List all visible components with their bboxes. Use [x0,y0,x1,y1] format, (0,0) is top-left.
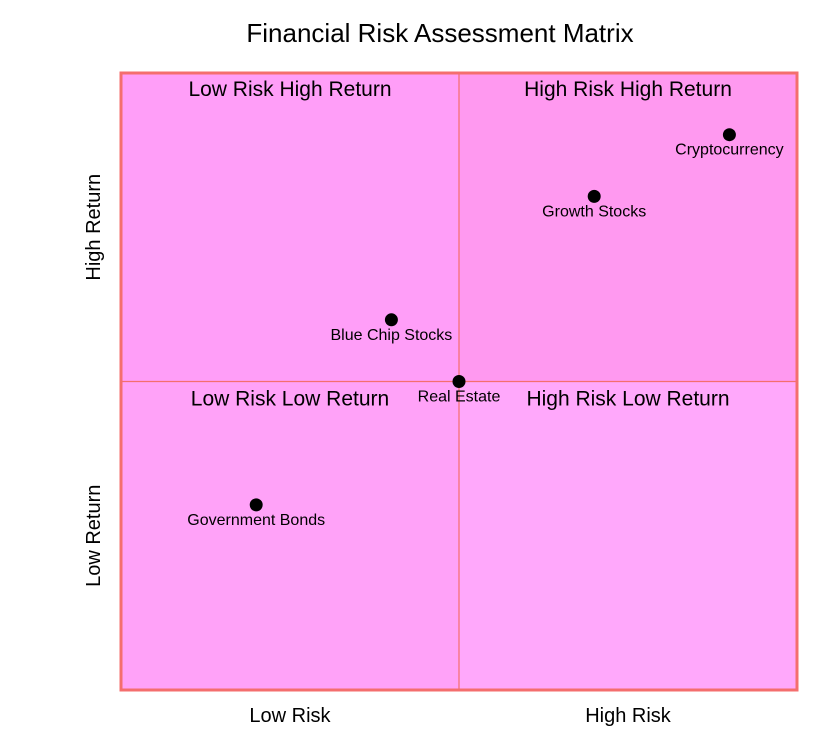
data-point [722,128,736,142]
data-point [452,375,466,388]
data-point-label: Cryptocurrency [675,142,783,159]
data-point-label: Blue Chip Stocks [330,327,452,344]
quadrant-layer [121,73,797,690]
quadrant-background [459,73,797,382]
data-point [249,498,263,512]
axis-layer: Low Risk High Risk Low Return High Return [83,174,672,727]
y-tick-label: High Return [83,174,105,281]
quadrant-label: High Risk High Return [524,78,732,101]
data-point-label: Real Estate [418,389,501,406]
y-tick-label: Low Return [83,485,105,587]
data-point [587,189,601,203]
chart-title: Financial Risk Assessment Matrix [246,18,633,48]
quadrant-background [459,381,797,690]
x-tick-label: Low Risk [249,705,331,727]
data-point-label: Government Bonds [187,512,325,529]
quadrant-background [121,381,459,690]
quadrant-background [121,73,459,382]
quadrant-label: High Risk Low Return [526,388,729,411]
x-tick-label: High Risk [585,705,672,727]
plot-border [119,71,799,692]
quadrant-label-layer: Low Risk High Return High Risk High Retur… [188,78,731,411]
data-point-label: Growth Stocks [542,203,646,220]
quadrant-label: Low Risk Low Return [191,388,389,411]
data-point [384,313,398,327]
quadrant-label: Low Risk High Return [188,78,391,101]
point-layer: Cryptocurrency Growth Stocks Blue Chip Sto… [187,128,784,529]
